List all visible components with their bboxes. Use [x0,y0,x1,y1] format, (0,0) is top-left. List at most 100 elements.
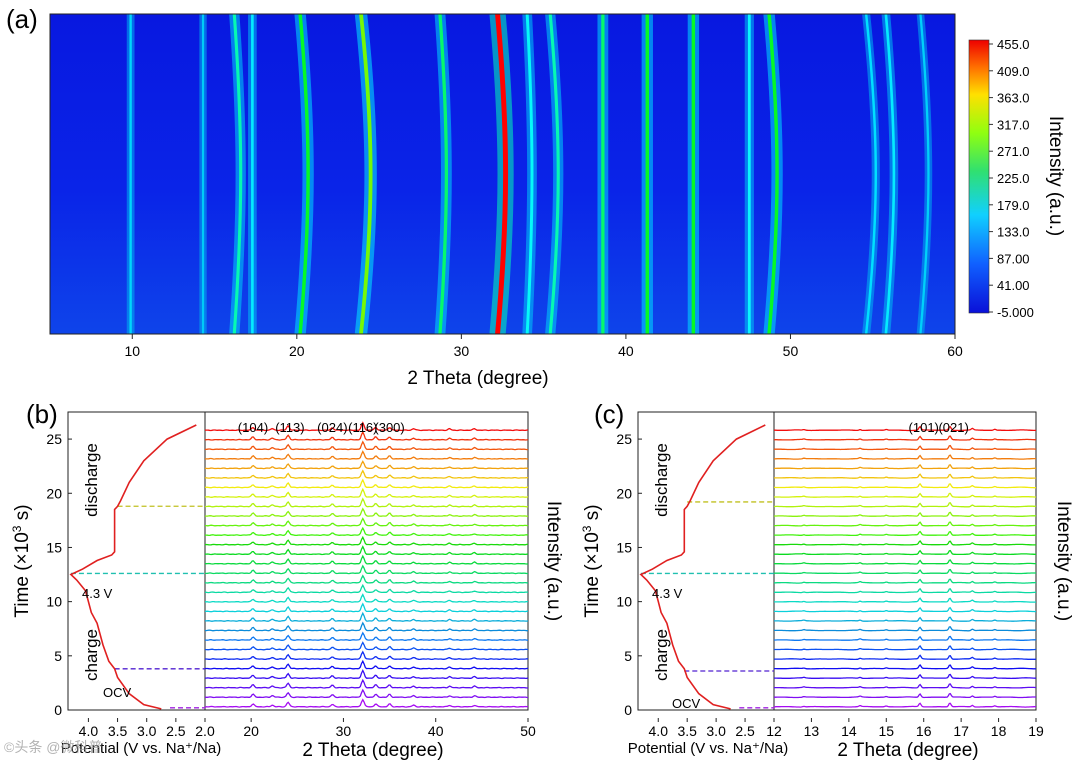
heatmap-peak-6 [438,13,449,335]
panel-c-pattern-frame [773,411,1037,711]
b-pattern-28 [204,430,529,441]
c-potential-tick-label-3: 2.5 [735,723,755,739]
b-y-tick-label-2: 10 [46,594,62,610]
panel-b-theta-axis: 20 30 40 50 [243,718,536,739]
b-hkl-label-1: (113) [275,420,304,435]
panel-c-voltage-curve [639,424,766,710]
b-pattern-21 [205,497,529,508]
heatmap-x-tick-label-2: 30 [454,343,470,359]
c-theta-tick-label-2: 14 [841,723,857,739]
panel-b-charge-label: charge [82,629,101,681]
b-potential-tick-label-3: 2.5 [166,723,186,739]
b-pattern-8 [204,621,528,632]
c-y-tick-label-4: 20 [616,485,632,501]
heatmap-peak-14 [767,13,779,335]
panel-b-label: (b) [26,399,58,429]
heatmap-peak-8 [525,13,534,335]
panel-c-voltage-annotation: 4.3 V [652,586,683,601]
b-pattern-29 [204,421,529,432]
c-pattern-13 [774,578,1036,584]
c-pattern-2 [773,683,1036,689]
b-hkl-label-0: (104) [238,420,268,435]
heatmap-peaks [126,13,933,335]
c-pattern-24 [774,473,1037,479]
colorbar-tick-label-2: 363.0 [997,91,1030,106]
b-pattern-20 [204,507,529,518]
c-hkl-label-1: (021) [938,420,968,435]
panel-c-charge-label: charge [652,629,671,681]
c-pattern-29 [774,425,1036,432]
b-pattern-11 [205,593,528,603]
c-pattern-26 [774,454,1036,460]
c-pattern-20 [774,511,1036,517]
c-theta-tick-label-5: 17 [953,723,969,739]
c-pattern-0 [774,702,1037,708]
b-pattern-4 [204,659,529,670]
panel-b-y-axis-label: Time (×103 s) [10,504,33,617]
panel-a-label: (a) [6,4,38,34]
b-pattern-1 [204,688,529,699]
panel-c-intensity-label: Intensity (a.u.) [1053,501,1074,621]
heatmap-x-axis-label: 2 Theta (degree) [407,368,548,389]
panel-c-dashed-markers [640,501,774,709]
b-pattern-18 [205,526,529,537]
b-pattern-0 [204,698,529,708]
colorbar-tick-label-9: 41.00 [997,278,1030,293]
c-pattern-22 [773,492,1037,498]
panel-c-potential-axis-label: Potential (V vs. Na⁺/Na) [628,740,788,757]
b-pattern-22 [204,487,529,498]
panel-c-ocv-annotation: OCV [672,696,701,711]
c-pattern-15 [774,559,1037,565]
panel-c-theta-axis: 12 13 14 15 16 17 18 19 [766,718,1044,739]
heatmap-x-axis: 10 20 30 40 50 60 [124,334,963,359]
c-pattern-5 [774,654,1037,661]
c-pattern-28 [774,435,1037,441]
colorbar-tick-label-1: 409.0 [997,64,1030,79]
heatmap-frame [49,13,956,335]
heatmap-peak-4 [298,13,310,335]
b-hkl-label-4: (300) [374,420,404,435]
c-y-tick-label-5: 25 [616,431,632,447]
panel-c-discharge-label: discharge [652,443,671,517]
panel-b: 0 5 10 15 20 25 4.0 3.5 3.0 2.5 2.0 20 30 40 50 (104… [10,411,564,761]
panel-b-voltage-curve [69,424,197,710]
b-pattern-2 [205,678,529,689]
b-hkl-label-3: (116) [348,420,377,435]
panel-c-y-axis-label: Time (×103 s) [580,504,603,617]
panel-c-hkl-labels: (101) (021) [909,420,969,435]
b-pattern-6 [204,641,529,651]
panel-c-label: (c) [594,399,624,429]
colorbar: 455.0 409.0 363.0 317.0 271.0 225.0 179.0 133.0… [968,37,1066,320]
c-pattern-11 [774,597,1036,603]
b-pattern-16 [204,545,529,556]
b-pattern-13 [204,574,529,584]
c-pattern-9 [774,616,1036,622]
heatmap-peak-7 [495,13,509,335]
panel-b-pattern-frame [204,411,529,711]
c-theta-tick-label-1: 13 [804,723,820,739]
c-pattern-7 [774,635,1036,641]
panel-c-potential-axis: 4.0 3.5 3.0 2.5 [649,718,755,739]
colorbar-tick-label-5: 225.0 [997,171,1030,186]
c-pattern-14 [774,568,1036,575]
colorbar-tick-label-4: 271.0 [997,144,1030,159]
b-pattern-7 [204,631,529,641]
b-y-tick-label-3: 15 [46,539,62,555]
colorbar-scale [968,39,990,314]
c-pattern-19 [774,521,1037,527]
c-y-tick-label-0: 0 [624,702,632,718]
b-pattern-12 [205,583,529,594]
colorbar-title: Intensity (a.u.) [1045,116,1066,236]
c-pattern-25 [774,463,1036,470]
c-pattern-17 [774,540,1036,546]
b-y-tick-label-0: 0 [54,702,62,718]
b-theta-tick-label-1: 30 [336,723,352,739]
panel-b-discharge-label: discharge [82,443,101,517]
heatmap-peak-9 [548,13,560,335]
b-pattern-9 [205,611,529,622]
b-hkl-label-2: (024) [317,420,347,435]
b-y-tick-label-1: 5 [54,648,62,664]
colorbar-tick-label-0: 455.0 [997,37,1030,52]
heatmap-peak-2 [232,13,243,335]
b-theta-tick-label-2: 40 [428,723,444,739]
